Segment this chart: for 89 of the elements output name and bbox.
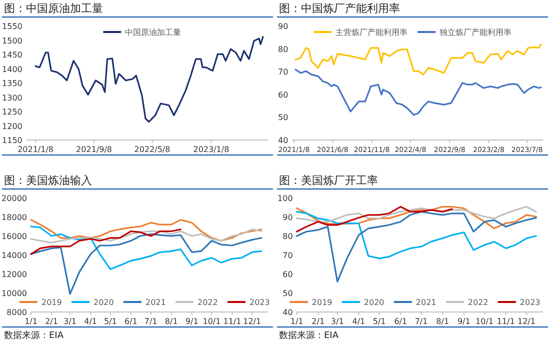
legend-label: 2019 — [312, 298, 332, 307]
y-tick-label: 1150 — [2, 136, 22, 145]
y-tick-label: 1300 — [2, 93, 22, 102]
line-series — [30, 226, 262, 270]
x-tick-label: 2021/1/8 — [18, 145, 54, 154]
y-tick-label: 70 — [278, 68, 288, 77]
legend-label: 主营炼厂产能利用率 — [336, 28, 408, 37]
y-tick-label: 16000 — [2, 232, 27, 241]
x-tick-label: 3/1 — [330, 317, 344, 326]
x-tick-label: 11/1 — [496, 317, 515, 326]
x-tick-label: 2/1 — [312, 317, 325, 326]
x-tick-label: 3/1 — [64, 317, 76, 326]
y-tick-label: 1400 — [2, 64, 22, 74]
line-series — [294, 44, 542, 76]
y-tick-label: 1450 — [2, 50, 22, 60]
x-tick-label: 6/1 — [394, 317, 408, 326]
source-note: 数据来源：EIA — [279, 330, 340, 341]
legend-label: 2023 — [250, 298, 270, 307]
line-series — [34, 36, 264, 123]
y-tick-label: 50 — [278, 113, 288, 122]
y-tick-label: 20000 — [2, 194, 27, 203]
y-tick-label: 1250 — [2, 108, 22, 116]
x-tick-label: 2021/9/8 — [76, 145, 112, 154]
y-tick-label: 40 — [278, 136, 288, 145]
y-tick-label: 14000 — [2, 251, 27, 260]
line-series — [296, 206, 537, 223]
y-tick-label: 80 — [278, 44, 288, 54]
x-tick-label: 5/1 — [372, 317, 386, 326]
y-tick-label: 70 — [282, 251, 293, 260]
x-tick-label: 9/1 — [185, 317, 198, 326]
y-tick-label: 1550 — [2, 22, 22, 31]
legend-label: 2022 — [468, 298, 488, 307]
x-tick-label: 12/1 — [243, 317, 262, 326]
legend-label: 中国原油加工量 — [125, 28, 182, 37]
y-tick-label: 1200 — [2, 122, 22, 131]
y-tick-label: 90 — [278, 22, 288, 31]
x-tick-label: 6/1 — [124, 317, 138, 326]
y-tick-label: 60 — [278, 90, 288, 100]
y-tick-label: 1500 — [2, 36, 22, 46]
line-series — [30, 228, 182, 255]
chart-title: 图：中国炼厂产能利用率 — [279, 2, 400, 15]
y-tick-label: 90 — [282, 213, 293, 222]
x-tick-label: 12/1 — [518, 317, 536, 326]
legend-label: 独立炼厂产能利用率 — [440, 28, 512, 37]
y-tick-label: 18000 — [2, 213, 27, 222]
legend-label: 2020 — [364, 298, 384, 307]
x-tick-label: 1/1 — [24, 317, 38, 326]
y-tick-label: 50 — [282, 289, 293, 298]
legend-label: 2021 — [146, 298, 166, 307]
x-tick-label: 8/1 — [436, 317, 450, 326]
y-tick-label: 8000 — [6, 308, 27, 317]
x-tick-label: 10/1 — [476, 317, 494, 326]
chart-title: 图：美国炼厂开工率 — [279, 174, 378, 187]
x-tick-label: 9/1 — [457, 317, 470, 326]
y-tick-label: 1350 — [2, 79, 22, 88]
y-tick-label: 10000 — [2, 289, 27, 298]
x-tick-label: 5/1 — [104, 317, 117, 326]
line-series — [30, 228, 262, 244]
legend-label: 2020 — [94, 298, 114, 307]
y-tick-label: 12000 — [2, 270, 27, 279]
legend-label: 2019 — [42, 298, 62, 307]
line-series — [296, 210, 537, 260]
x-tick-label: 4/1 — [84, 317, 98, 326]
line-series — [30, 233, 262, 295]
x-tick-label: 2/1 — [45, 317, 58, 326]
line-series — [296, 206, 537, 230]
legend-label: 2021 — [416, 298, 436, 307]
line-series — [30, 219, 262, 242]
x-tick-label: 7/1 — [144, 317, 158, 326]
x-tick-label: 8/1 — [164, 317, 178, 326]
x-tick-label: 2023/1/8 — [193, 145, 230, 154]
x-tick-label: 11/1 — [223, 317, 242, 326]
line-series — [294, 68, 542, 116]
x-tick-label: 4/1 — [352, 317, 366, 326]
source-note: 数据来源：EIA — [4, 330, 64, 341]
x-tick-label: 1/1 — [290, 317, 304, 326]
y-tick-label: 100 — [278, 194, 293, 203]
y-tick-label: 60 — [282, 270, 293, 279]
legend-label: 2022 — [198, 298, 218, 307]
y-tick-label: 40 — [282, 308, 293, 317]
y-tick-label: 80 — [282, 232, 293, 241]
x-tick-label: 10/1 — [202, 317, 221, 326]
chart-title: 图：美国炼油输入 — [4, 174, 92, 187]
legend-label: 2023 — [520, 298, 540, 307]
x-tick-label: 2022/5/8 — [134, 145, 170, 154]
line-series — [296, 206, 454, 232]
line-series — [296, 210, 537, 282]
x-tick-label: 7/1 — [414, 317, 428, 326]
chart-title: 图：中国原油加工量 — [4, 2, 103, 15]
